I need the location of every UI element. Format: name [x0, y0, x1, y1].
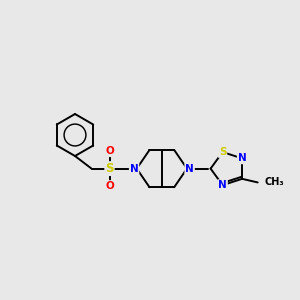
Text: N: N [130, 164, 139, 174]
Text: N: N [185, 164, 194, 174]
Text: N: N [238, 153, 247, 164]
Text: S: S [105, 162, 114, 175]
Text: CH₃: CH₃ [264, 177, 284, 188]
Text: S: S [219, 147, 226, 157]
Text: N: N [218, 180, 227, 190]
Text: O: O [105, 181, 114, 191]
Text: O: O [105, 146, 114, 156]
